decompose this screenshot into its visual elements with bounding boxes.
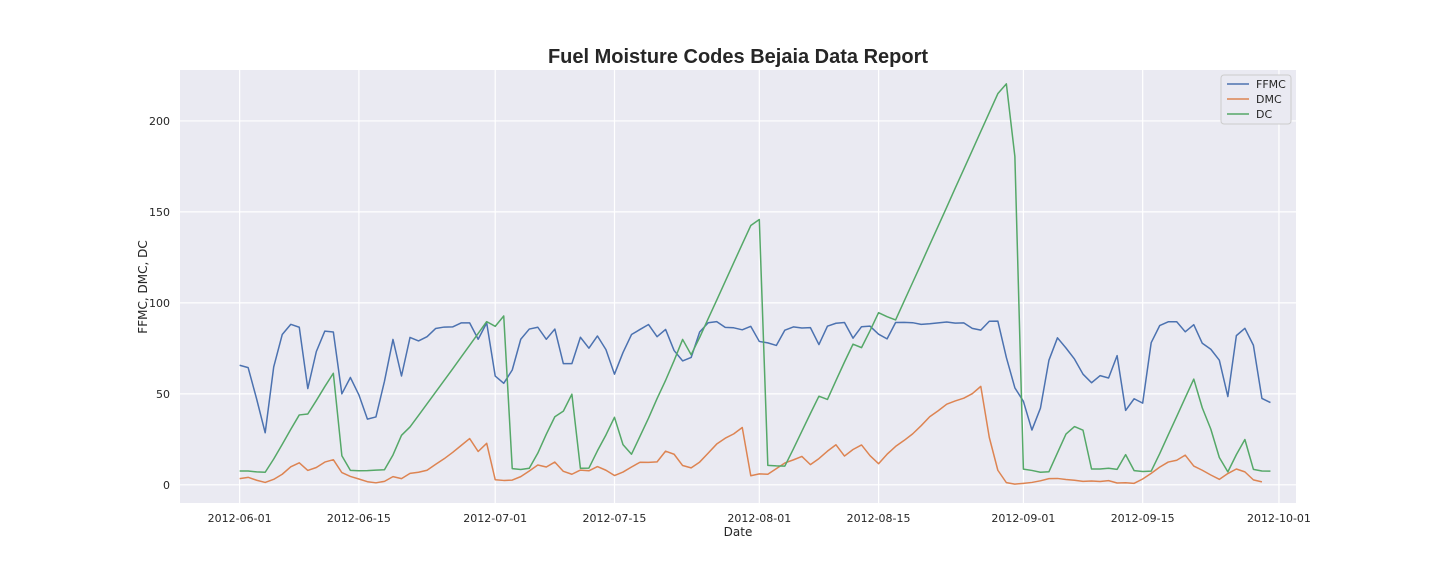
x-tick-label: 2012-06-15	[327, 512, 391, 525]
y-tick-label: 200	[149, 115, 170, 128]
x-tick-label: 2012-06-01	[208, 512, 272, 525]
y-axis-ticks: 0 50 100 150 200	[149, 115, 170, 492]
plot-area	[180, 70, 1296, 503]
grid-lines	[180, 70, 1296, 503]
x-tick-label: 2012-08-15	[847, 512, 911, 525]
legend-label: FFMC	[1256, 78, 1286, 91]
x-tick-label: 2012-10-01	[1247, 512, 1311, 525]
y-axis-label: FFMC, DMC, DC	[136, 240, 150, 333]
x-tick-label: 2012-07-01	[463, 512, 527, 525]
y-tick-label: 0	[163, 479, 170, 492]
x-axis-ticks: 2012-06-01 2012-06-15 2012-07-01 2012-07-15…	[208, 512, 1311, 525]
legend-label: DC	[1256, 108, 1272, 121]
y-tick-label: 150	[149, 206, 170, 219]
x-tick-label: 2012-09-15	[1111, 512, 1175, 525]
x-tick-label: 2012-08-01	[727, 512, 791, 525]
x-axis-label: Date	[724, 525, 753, 539]
chart-title: Fuel Moisture Codes Bejaia Data Report	[548, 46, 928, 68]
y-tick-label: 100	[149, 297, 170, 310]
legend: FFMC DMC DC	[1220, 74, 1292, 125]
series-line-dc	[239, 83, 1271, 473]
legend-label: DMC	[1256, 93, 1282, 106]
series-line-ffmc	[239, 320, 1271, 434]
x-tick-label: 2012-07-15	[583, 512, 647, 525]
series-lines	[239, 83, 1271, 485]
series-line-dmc	[239, 385, 1263, 485]
y-tick-label: 50	[156, 388, 170, 401]
x-tick-label: 2012-09-01	[991, 512, 1055, 525]
legend-box	[1220, 74, 1292, 125]
